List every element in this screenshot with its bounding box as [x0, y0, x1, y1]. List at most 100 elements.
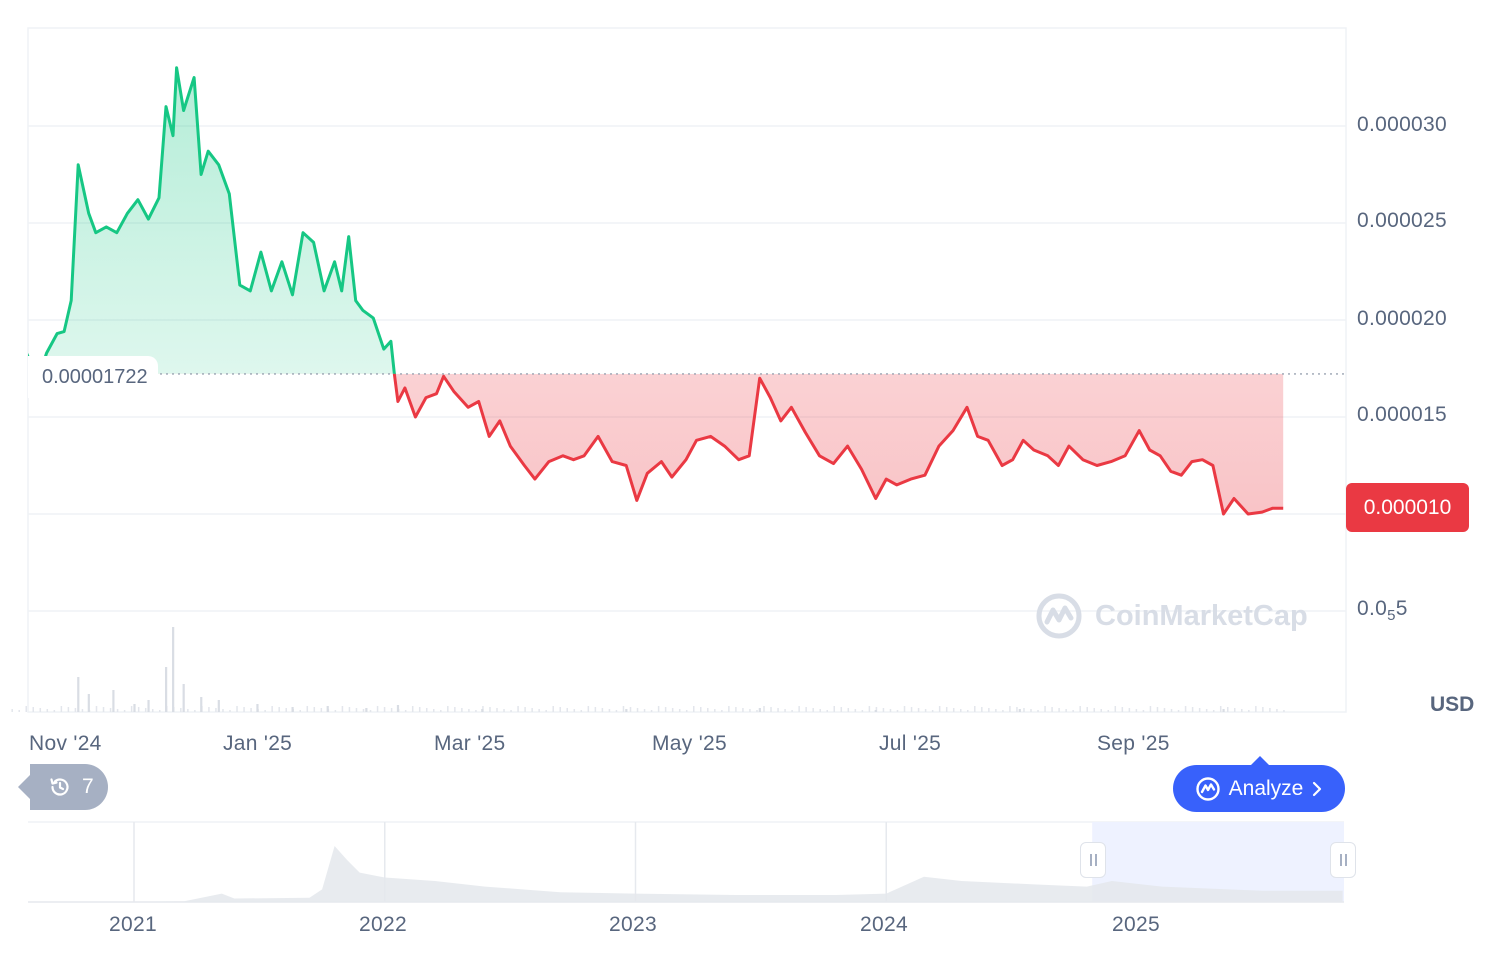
y-tick-label: 0.000015	[1357, 403, 1447, 426]
chevron-right-icon	[1313, 781, 1322, 796]
volume-bar	[147, 700, 150, 712]
volume-bar	[355, 708, 358, 712]
navigator-area	[33, 846, 1343, 902]
volume-bar	[250, 708, 252, 712]
volume-bar	[573, 709, 576, 712]
volume-bar	[496, 708, 498, 712]
volume-bar	[945, 707, 948, 712]
volume-bar	[545, 710, 547, 712]
volume-bar	[629, 707, 632, 712]
volume-bar	[650, 710, 653, 712]
volume-bar	[334, 710, 337, 712]
volume-bar	[601, 708, 604, 712]
volume-bar	[1128, 708, 1131, 712]
volume-bar	[200, 697, 203, 712]
volume-bar	[433, 709, 435, 712]
volume-bar	[812, 708, 814, 712]
volume-bar	[847, 708, 850, 712]
volume-bar	[243, 707, 245, 712]
volume-bar	[1248, 710, 1250, 712]
volume-bar	[369, 710, 372, 712]
volume-bar	[910, 707, 913, 712]
navigator[interactable]	[28, 821, 1344, 903]
volume-bar	[819, 709, 821, 712]
volume-bar	[215, 708, 217, 712]
price-line-down	[37, 373, 1284, 516]
volume-bar	[1023, 708, 1025, 712]
volume-bar	[517, 706, 519, 712]
volume-bar	[622, 706, 625, 712]
volume-bar	[758, 708, 761, 712]
volume-bar	[133, 704, 136, 712]
volume-bar	[1030, 709, 1032, 712]
volume-bar	[1016, 707, 1018, 712]
volume-bar	[608, 709, 611, 712]
volume-bar	[840, 707, 843, 712]
volume-bar	[1212, 710, 1215, 712]
volume-bar	[763, 706, 765, 712]
analyze-label: Analyze	[1228, 777, 1304, 800]
y-tick-label: 0.000030	[1357, 113, 1447, 136]
volume-bar	[566, 708, 569, 712]
volume-bar	[1107, 710, 1110, 712]
volume-bar	[447, 706, 449, 712]
volume-bar	[833, 706, 836, 712]
volume-bar	[959, 709, 962, 712]
navigator-right-handle[interactable]	[1330, 842, 1356, 878]
volume-bar	[874, 710, 877, 712]
volume-bar	[1219, 706, 1222, 712]
volume-bar	[1255, 706, 1257, 712]
history-button[interactable]: 7	[18, 764, 108, 810]
navigator-year-label: 2025	[1112, 913, 1160, 936]
volume-bar	[362, 709, 365, 712]
volume-bar	[1163, 708, 1166, 712]
volume-bar	[896, 710, 899, 712]
volume-bar	[707, 708, 709, 712]
volume-bar	[868, 706, 871, 712]
price-line	[28, 66, 1284, 516]
volume-bar	[721, 710, 723, 712]
volume-bar	[418, 707, 421, 712]
volume-bar	[1283, 710, 1285, 712]
volume-bar	[974, 706, 976, 712]
volume-bar	[158, 710, 161, 712]
volume-bar	[32, 707, 35, 712]
currency-label: USD	[1430, 693, 1475, 716]
volume-bar	[454, 707, 456, 712]
volume-bar	[552, 706, 554, 712]
volume-bar	[1234, 708, 1236, 712]
volume-bar	[475, 710, 477, 712]
y-tick-label: 0.000020	[1357, 307, 1447, 330]
volume-bar	[538, 709, 540, 712]
y-tick-prefix: 0.0	[1357, 597, 1388, 620]
history-clock-icon	[50, 778, 69, 796]
volume-bar	[341, 706, 344, 712]
volume-bar	[875, 707, 878, 712]
volume-bar	[770, 707, 772, 712]
area-above-baseline	[28, 67, 1284, 374]
volume-bar	[903, 706, 906, 712]
volume-bar	[60, 706, 63, 712]
volume-bar	[130, 706, 133, 712]
volume-bar	[1170, 709, 1173, 712]
volume-bar	[798, 706, 800, 712]
price-area	[28, 67, 1346, 514]
volume-bar	[217, 700, 220, 712]
watermark-text: CoinMarketCap	[1095, 599, 1308, 632]
volume-bar	[917, 708, 920, 712]
navigator-year-label: 2024	[860, 913, 908, 936]
analyze-button[interactable]: Analyze	[1173, 756, 1345, 812]
volume-bar	[1051, 707, 1053, 712]
volume-bar	[1222, 709, 1225, 712]
x-tick-label: Jul '25	[879, 732, 942, 755]
volume-bar	[1121, 707, 1124, 712]
volume-bar	[735, 707, 737, 712]
volume-bar	[995, 709, 997, 712]
volume-bar	[1149, 706, 1152, 712]
y-tick-label: 0.000025	[1357, 209, 1447, 232]
volume-bar	[1156, 707, 1159, 712]
volume-bar	[1262, 707, 1264, 712]
navigator-left-handle[interactable]	[1080, 842, 1106, 878]
volume-bar	[1079, 706, 1081, 712]
